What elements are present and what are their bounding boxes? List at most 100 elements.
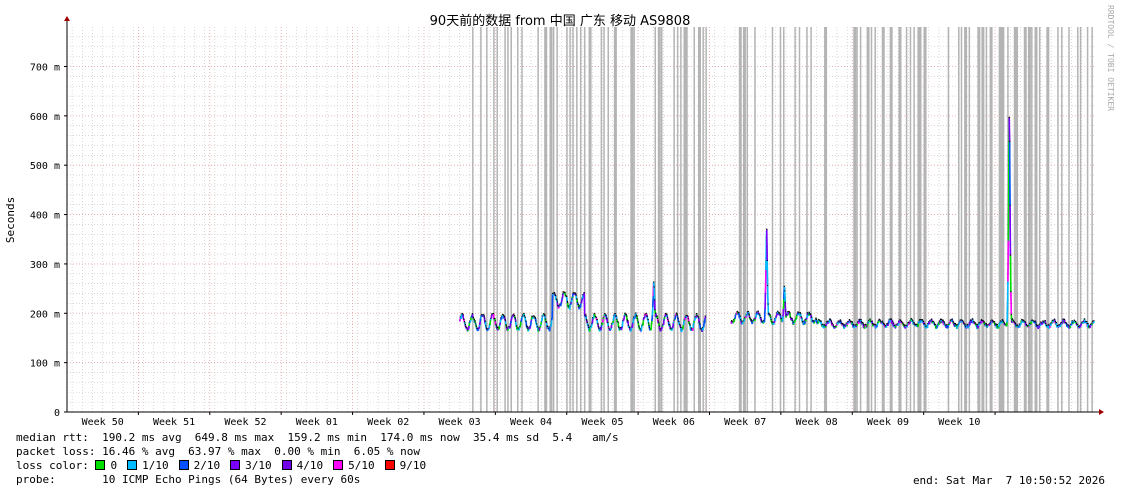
smoke-bar [754, 27, 756, 412]
smoke-bar [633, 27, 635, 412]
smoke-bar [1046, 27, 1050, 412]
loss-color-swatch [95, 460, 106, 470]
smoke-bar [981, 27, 985, 412]
smoke-bar [1079, 27, 1082, 412]
loss-color-item-label: 0 [110, 459, 118, 472]
smoke-bar [771, 27, 774, 412]
smoke-bar [702, 27, 704, 412]
smoke-bar [853, 27, 857, 412]
smoke-bar [1027, 27, 1031, 412]
smoke-bar [960, 27, 963, 412]
smoke-bar [881, 27, 885, 412]
smoke-bar [923, 27, 927, 412]
smoke-bar [556, 27, 558, 412]
x-axis-arrow [1099, 409, 1104, 415]
smoke-bar [859, 27, 862, 412]
smoke-bar [1023, 27, 1027, 412]
loss-color-item: 5/10 [333, 459, 375, 472]
smoke-bar [544, 27, 548, 412]
smoke-bar [683, 27, 687, 412]
smoke-bar [579, 27, 582, 412]
smoke-bar [603, 27, 605, 412]
smoke-bar [898, 27, 902, 412]
smoke-bar [856, 27, 858, 412]
smoke-bar [977, 27, 981, 412]
smoke-bar [693, 27, 696, 412]
smoke-bar [989, 27, 993, 412]
smoke-bar [1034, 27, 1038, 412]
smoke-bar [964, 27, 968, 412]
x-tick-label: Week 06 [653, 417, 695, 428]
smoke-bar [947, 27, 950, 412]
smoke-bar [583, 27, 586, 412]
smoke-bar [1076, 27, 1079, 412]
smoke-bar [782, 27, 785, 412]
smoke-bar [779, 27, 782, 412]
smoke-bar [985, 27, 988, 412]
y-tick-label: 100 m [30, 359, 60, 370]
smoke-bar [613, 27, 617, 412]
x-tick-label: Week 50 [82, 417, 124, 428]
smoke-bar [798, 27, 801, 412]
loss-color-swatch [230, 460, 241, 470]
loss-color-item-label: 2/10 [193, 459, 221, 472]
smoke-bar [957, 27, 960, 412]
loss-color-label: loss color: [16, 459, 96, 472]
smoke-bar [576, 27, 578, 412]
y-tick-label: 200 m [30, 309, 60, 320]
loss-color-swatch [127, 460, 138, 470]
x-tick-label: Week 05 [581, 417, 623, 428]
loss-color-item-label: 9/10 [399, 459, 427, 472]
smoke-bar [654, 27, 657, 412]
y-tick-label: 500 m [30, 161, 60, 172]
smoke-bar [920, 27, 922, 412]
smoke-bar [507, 27, 509, 412]
smoke-bar [742, 27, 746, 412]
x-tick-label: Week 52 [224, 417, 266, 428]
loss-color-swatch [178, 460, 189, 470]
smoke-bar [549, 27, 553, 412]
smoke-bar [1091, 27, 1093, 412]
smoke-bar [588, 27, 592, 412]
smoke-bar [806, 27, 808, 412]
smoke-bar [746, 27, 748, 412]
smoke-bar [660, 27, 663, 412]
end-timestamp: end: Sat Mar 7 10:50:52 2026 [912, 474, 1105, 487]
smoke-bar [1001, 27, 1005, 412]
y-tick-label: 600 m [30, 112, 60, 123]
smoke-bar [1031, 27, 1033, 412]
smoke-bar [480, 27, 482, 412]
loss-color-swatch [384, 460, 395, 470]
smoke-bar [1057, 27, 1059, 412]
smoke-bar [1013, 27, 1017, 412]
x-tick-label: Week 51 [153, 417, 195, 428]
y-tick-label: 400 m [30, 211, 60, 222]
loss-color-item: 4/10 [281, 459, 324, 472]
smoke-bar [866, 27, 870, 412]
loss-color-item: 1/10 [127, 459, 169, 472]
smoke-bar [905, 27, 908, 412]
chart-title: 90天前的数据 from 中国 广东 移动 AS9808 [430, 13, 691, 29]
x-tick-label: Week 03 [439, 417, 481, 428]
smoke-bar [472, 27, 474, 412]
x-tick-label: Week 07 [724, 417, 766, 428]
loss-color-item-label: 4/10 [296, 459, 324, 472]
smoke-bar [1038, 27, 1041, 412]
smoke-bar [917, 27, 921, 412]
smoke-bar [889, 27, 893, 412]
smoke-bar [998, 27, 1002, 412]
loss-color-swatch [281, 460, 292, 470]
loss-color-item-label: 3/10 [245, 459, 272, 472]
smoke-bar [870, 27, 873, 412]
smoke-bar [913, 27, 915, 412]
loss-color-item: 9/10 [384, 459, 427, 472]
loss-color-item: 3/10 [230, 459, 272, 472]
median-rtt-stats: median rtt: 190.2 ms avg 649.8 ms max 15… [16, 431, 619, 444]
x-tick-label: Week 10 [938, 417, 980, 428]
smoke-bar [1061, 27, 1063, 412]
smoke-bar [810, 27, 812, 412]
loss-color-swatch [333, 460, 344, 470]
x-tick-label: Week 04 [510, 417, 552, 428]
smoke-bar [1086, 27, 1089, 412]
